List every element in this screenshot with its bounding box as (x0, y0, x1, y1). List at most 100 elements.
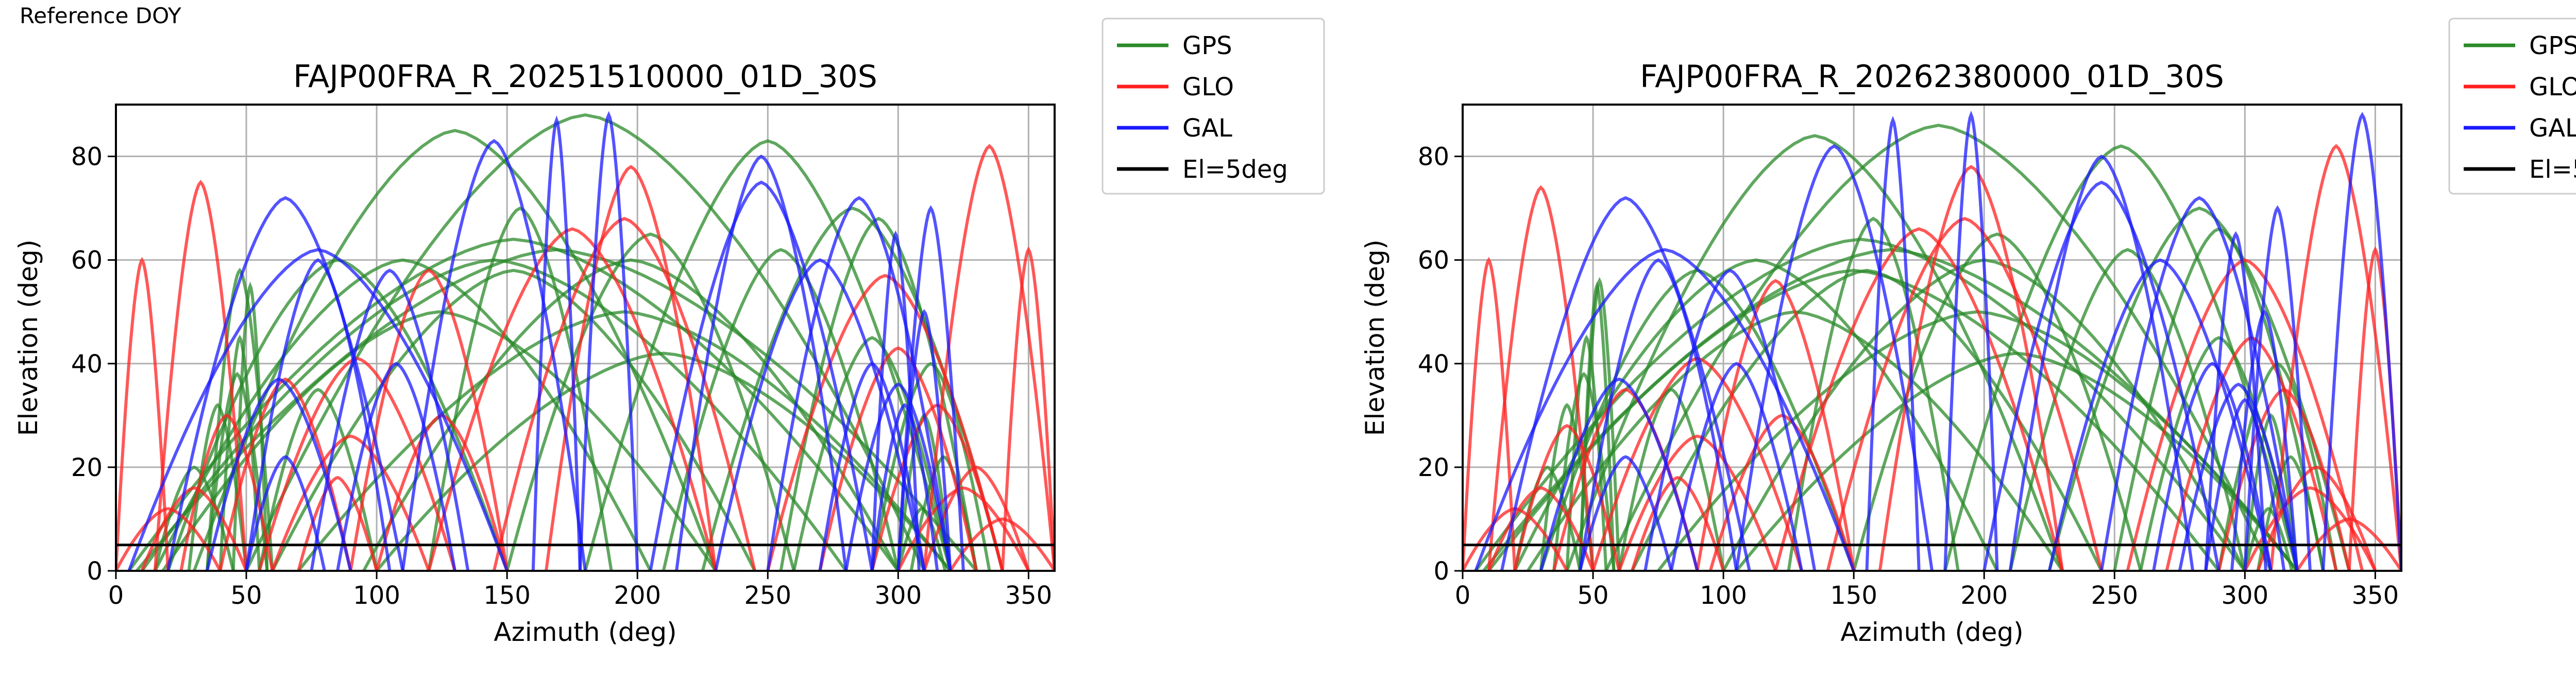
satellite-track (792, 336, 952, 571)
legend-label: GLO (1182, 73, 1234, 101)
satellite-track (427, 206, 613, 571)
legend-label: El=5deg (1182, 155, 1288, 184)
y-tick-label: 80 (1418, 143, 1449, 172)
y-axis-label: Elevation (deg) (1360, 240, 1390, 436)
satellite-track (1539, 377, 1699, 571)
satellite-track (1787, 216, 1960, 571)
x-tick-label: 200 (1960, 581, 2008, 610)
satellite-track (844, 382, 952, 571)
satellite-track (2243, 486, 2377, 571)
satellite-track (870, 403, 939, 571)
satellite-track (584, 139, 952, 571)
satellite-track (245, 113, 926, 571)
satellite-track (1617, 387, 1725, 571)
series-gps (1474, 124, 2351, 571)
x-tick-label: 300 (875, 581, 922, 610)
series-gal (127, 111, 965, 571)
satellite-track (2243, 205, 2312, 571)
y-tick-label: 0 (87, 557, 103, 586)
satellite-track (1631, 476, 1725, 571)
satellite-track (1696, 279, 1856, 571)
x-tick-label: 150 (1830, 581, 1877, 610)
satellite-track (2256, 455, 2325, 571)
satellite-track (1865, 115, 1921, 571)
satellite-track (1643, 268, 1817, 571)
plot-area (116, 111, 1055, 571)
satellite-track (1487, 185, 1595, 571)
satellite-track (870, 230, 921, 571)
satellite-track (2126, 258, 2364, 571)
satellite-track (896, 486, 1030, 571)
satellite-track (1617, 434, 1777, 571)
x-tick-label: 0 (1455, 581, 1471, 610)
plot-area (1463, 110, 2401, 571)
satellite-track (218, 334, 261, 571)
satellite-track (896, 507, 947, 571)
satellite-track (1001, 246, 1055, 571)
satellite-track (578, 111, 639, 571)
legend-label: El=5deg (2529, 155, 2576, 184)
satellite-track (135, 248, 978, 571)
satellite-track (922, 144, 1055, 571)
satellite-track (401, 139, 587, 571)
x-tick-label: 350 (1005, 581, 1053, 610)
satellite-track (1463, 257, 1517, 571)
satellite-track (1943, 110, 1999, 571)
satellite-track (349, 268, 509, 571)
satellite-track (1552, 371, 1616, 571)
satellite-track (1735, 144, 1934, 571)
y-tick-label: 60 (71, 246, 103, 275)
axes-frame (115, 104, 1056, 572)
chart-panel-right: FAJP00FRA_R_20262380000_01D_30S Azimuth … (1347, 0, 2576, 678)
legend-box (1101, 18, 1325, 195)
satellite-track (766, 274, 1004, 571)
y-tick-label: 20 (71, 453, 103, 482)
satellite-track (297, 476, 379, 571)
satellite-track (896, 205, 965, 571)
y-tick-label: 20 (1418, 453, 1449, 482)
y-tick-label: 60 (1418, 246, 1449, 275)
satellite-track (161, 310, 718, 571)
satellite-track (2269, 144, 2401, 571)
y-tick-label: 40 (1418, 350, 1449, 379)
series-gal (1474, 110, 2401, 571)
satellite-track (818, 362, 926, 571)
x-tick-label: 250 (744, 581, 791, 610)
satellite-track (270, 434, 431, 571)
x-tick-label: 150 (483, 581, 531, 610)
satellite-track (531, 115, 582, 571)
satellite-track (505, 232, 795, 571)
satellite-track (818, 346, 978, 571)
legend: GPS GLO GAL El=5deg (1101, 18, 1325, 195)
figure-header: Reference DOY (20, 3, 181, 28)
satellite-track (245, 455, 326, 571)
satellite-track (1669, 362, 1803, 571)
chart-title: FAJP00FRA_R_20262380000_01D_30S (1640, 59, 2224, 95)
x-tick-label: 350 (2352, 581, 2399, 610)
x-tick-label: 50 (231, 581, 262, 610)
legend-label: GAL (1182, 114, 1232, 143)
satellite-track (336, 362, 456, 571)
satellite-track (1852, 232, 2142, 571)
x-tick-label: 100 (1700, 581, 1747, 610)
satellite-track (375, 351, 952, 571)
satellite-track (779, 216, 978, 571)
satellite-track (2100, 196, 2299, 571)
y-axis-label: Elevation (deg) (13, 240, 43, 436)
legend-label: GPS (2529, 31, 2576, 60)
x-tick-label: 0 (108, 581, 124, 610)
satellite-track (258, 357, 456, 571)
x-tick-label: 300 (2222, 581, 2269, 610)
satellite-track (166, 196, 404, 571)
legend-label: GAL (2529, 114, 2576, 143)
legend: GPS GLO GAL El=5deg (2448, 18, 2576, 195)
x-tick-label: 100 (353, 581, 400, 610)
satellite-track (245, 258, 392, 571)
legend-box (2448, 18, 2576, 195)
legend-label: GLO (2529, 73, 2576, 101)
legend-label: GPS (1182, 31, 1232, 60)
satellite-track (2008, 248, 2247, 571)
satellite-track (427, 227, 718, 571)
x-tick-label: 200 (614, 581, 661, 610)
satellite-track (206, 371, 269, 571)
